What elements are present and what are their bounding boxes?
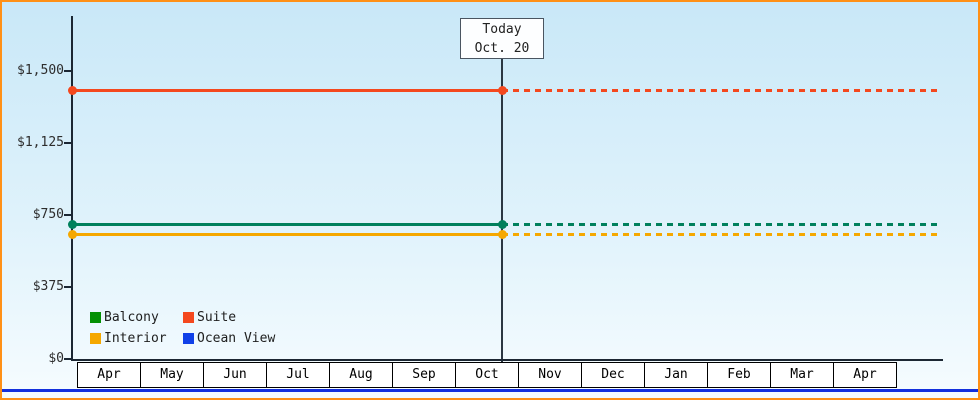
x-axis-month-row: Apr May Jun Jul Aug Sep Oct Nov Dec Jan Feb Mar Apr — [77, 362, 897, 388]
legend-label: Interior — [104, 331, 167, 346]
bottom-blue-bar — [2, 389, 978, 392]
y-axis-tick-label: $750 — [32, 207, 64, 222]
y-axis-tick-mark — [64, 358, 72, 360]
series-dot-suite-today — [497, 85, 507, 95]
x-axis-month-cell: Mar — [770, 362, 834, 388]
x-axis-month-cell: Sep — [392, 362, 456, 388]
legend-swatch-icon — [90, 333, 101, 344]
legend-label: Suite — [197, 310, 237, 325]
legend-label: Balcony — [104, 310, 159, 325]
x-axis-line — [71, 359, 943, 361]
legend-swatch-icon — [183, 312, 194, 323]
y-axis-tick-label: $1,125 — [17, 135, 64, 150]
series-dot-balcony-today — [497, 220, 507, 230]
today-line — [501, 58, 503, 362]
x-axis-month-cell: Jan — [644, 362, 708, 388]
legend-swatch-icon — [183, 333, 194, 344]
x-axis-month-cell: Feb — [707, 362, 771, 388]
x-axis-month-cell: Jul — [266, 362, 330, 388]
legend: Balcony Suite Interior Ocean View — [90, 310, 275, 346]
series-line-interior-past — [72, 232, 502, 236]
series-line-interior-future — [502, 232, 940, 236]
y-axis-tick-mark — [64, 286, 72, 288]
x-axis-month-cell: Nov — [518, 362, 582, 388]
y-axis-tick-label: $0 — [48, 351, 64, 366]
x-axis-month-cell: May — [140, 362, 204, 388]
y-axis-tick-mark — [64, 142, 72, 144]
y-axis-tick-mark — [64, 70, 72, 72]
x-axis-month-cell: Dec — [581, 362, 645, 388]
legend-swatch-icon — [90, 312, 101, 323]
series-dot-interior-start — [67, 229, 77, 239]
y-axis-tick-label: $375 — [32, 279, 64, 294]
legend-label: Ocean View — [197, 331, 276, 346]
today-label-line2: Oct. 20 — [474, 41, 530, 56]
series-line-suite-future — [502, 88, 940, 92]
x-axis-month-cell: Apr — [833, 362, 897, 388]
series-dot-interior-today — [497, 229, 507, 239]
series-line-balcony-future — [502, 223, 940, 227]
legend-item-balcony: Balcony — [90, 310, 183, 325]
series-dot-suite-start — [67, 85, 77, 95]
x-axis-month-cell: Aug — [329, 362, 393, 388]
legend-item-suite: Suite — [183, 310, 275, 325]
x-axis-month-cell: Apr — [77, 362, 141, 388]
legend-item-interior: Interior — [90, 331, 183, 346]
x-axis-month-cell: Jun — [203, 362, 267, 388]
series-line-balcony-past — [72, 223, 502, 227]
today-marker-label: Today Oct. 20 — [460, 18, 544, 59]
x-axis-month-cell: Oct — [455, 362, 519, 388]
y-axis-tick-mark — [64, 214, 72, 216]
series-line-suite-past — [72, 88, 502, 92]
y-axis-line — [71, 16, 73, 361]
series-dot-balcony-start — [67, 220, 77, 230]
y-axis-tick-label: $1,500 — [17, 63, 64, 78]
today-label-line1: Today — [482, 22, 522, 37]
legend-item-ocean-view: Ocean View — [183, 331, 275, 346]
